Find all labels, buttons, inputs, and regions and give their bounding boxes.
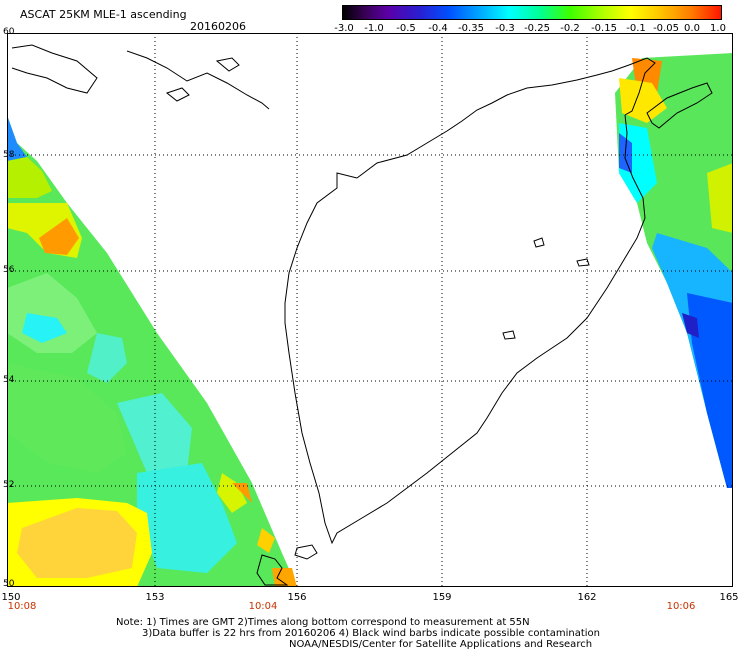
- colorbar-label: -0.4: [428, 23, 448, 34]
- colorbar-label: -3.0: [334, 23, 354, 34]
- footer-note-line2: 3)Data buffer is 22 hrs from 20160206 4)…: [142, 628, 600, 639]
- lat-label: 56: [3, 265, 15, 275]
- footer-note-line1: Note: 1) Times are GMT 2)Times along bot…: [116, 617, 530, 628]
- coastline: [11, 44, 713, 586]
- right-data-swath: [615, 53, 733, 488]
- colorbar-label: -0.35: [458, 23, 484, 34]
- islands: [502, 237, 590, 340]
- lon-label: 150: [1, 592, 21, 603]
- lat-label: 50: [3, 579, 15, 589]
- lat-label: 60: [3, 27, 15, 37]
- pass-time-right: 10:06: [666, 601, 696, 612]
- colorbar-label: 1.0: [710, 23, 726, 34]
- left-data-swath: [7, 115, 297, 587]
- colorbar-label: -1.0: [364, 23, 384, 34]
- lon-label: 156: [287, 592, 307, 603]
- pass-time-middle: 10:04: [248, 601, 278, 612]
- footer-credit: NOAA/NESDIS/Center for Satellite Applica…: [289, 639, 593, 650]
- colorbar-label: -0.05: [653, 23, 679, 34]
- product-title: ASCAT 25KM MLE-1 ascending: [20, 8, 187, 21]
- lon-label: 153: [145, 592, 165, 603]
- pass-time-left: 10:08: [7, 601, 37, 612]
- colorbar-label: 0.0: [684, 23, 700, 34]
- lat-label: 54: [3, 375, 15, 385]
- colorbar-label: -0.25: [524, 23, 550, 34]
- colorbar: [342, 5, 722, 20]
- map-frame: [7, 33, 733, 587]
- colorbar-label: -0.15: [591, 23, 617, 34]
- colorbar-label: -0.5: [396, 23, 416, 34]
- colorbar-label: -0.3: [495, 23, 515, 34]
- colorbar-label: -0.1: [626, 23, 646, 34]
- lon-label: 165: [719, 592, 739, 603]
- lon-label: 162: [577, 592, 597, 603]
- map-canvas: [7, 33, 733, 587]
- lat-label: 58: [3, 150, 15, 160]
- product-date: 20160206: [190, 20, 246, 33]
- lat-label: 52: [3, 480, 15, 490]
- gridlines: [7, 33, 733, 587]
- lon-label: 159: [432, 592, 452, 603]
- colorbar-label: -0.2: [560, 23, 580, 34]
